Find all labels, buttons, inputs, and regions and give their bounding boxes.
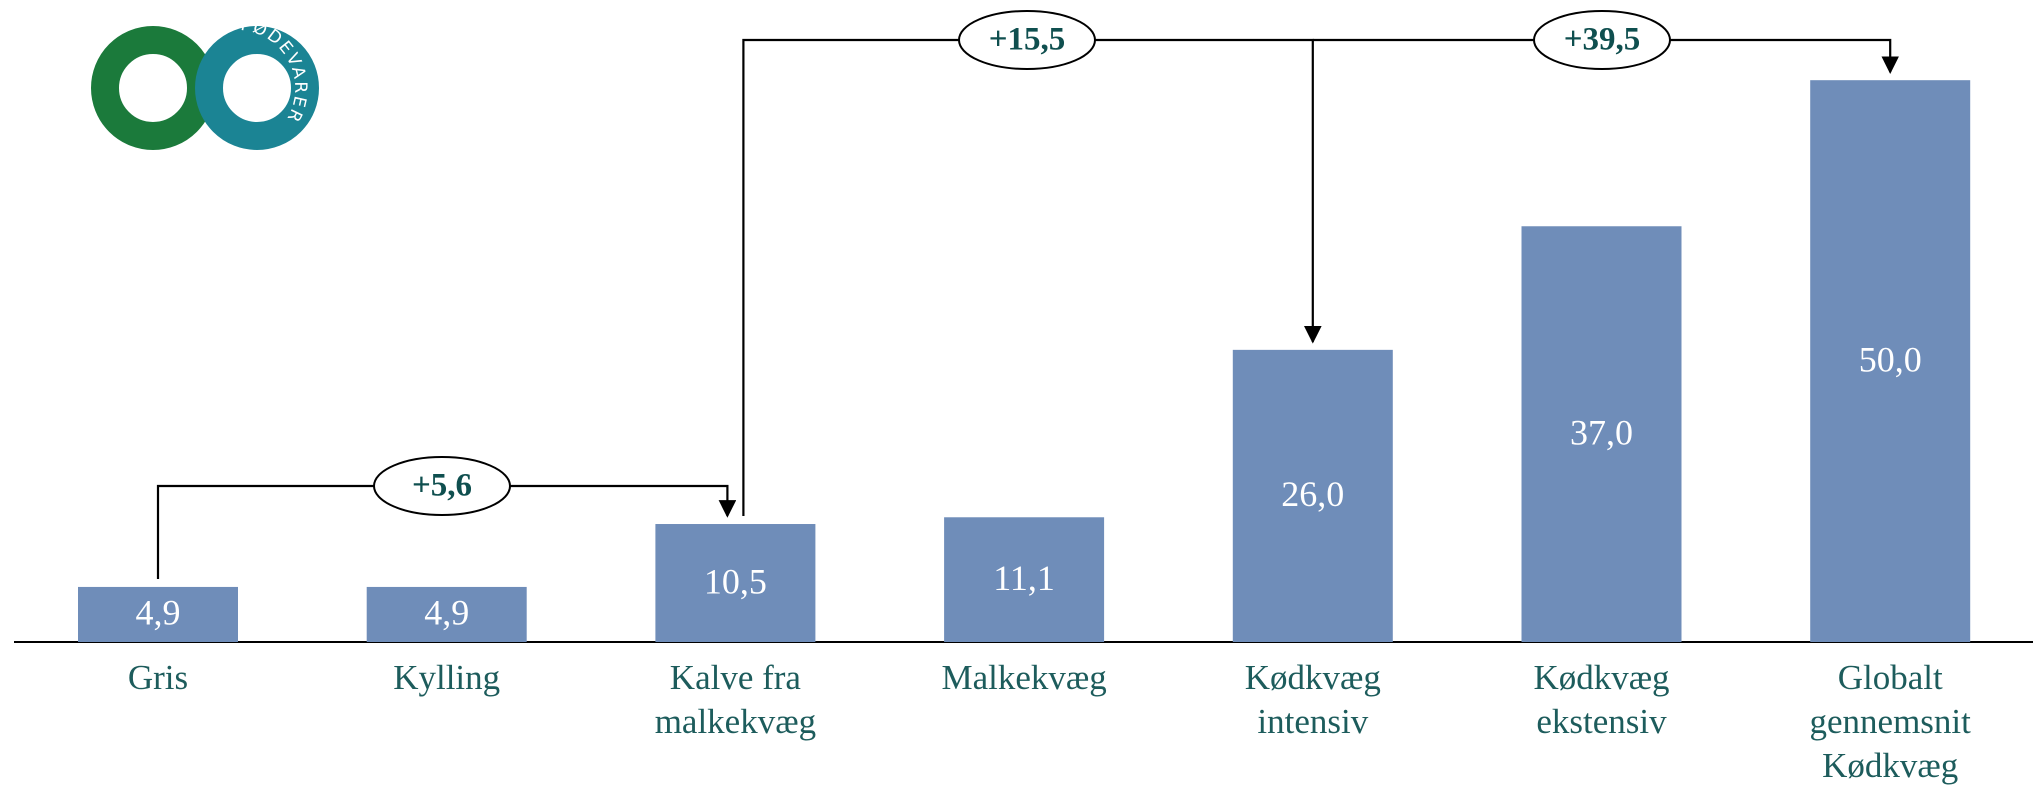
logo: LANDBRUG FØDEVARER [74,15,319,162]
annotation-pill [958,10,1096,70]
bar [1810,80,1971,642]
category-label: Kødkvæg intensiv [1244,658,1381,741]
annotation-pill [373,456,511,516]
connector [1312,38,1899,74]
bar [78,586,238,642]
category-label: Gris [127,658,189,697]
annotation: +5,6 [412,468,472,504]
bar [1521,226,1682,642]
annotation-pill [1533,10,1671,70]
value-label: 4,9 [136,593,181,633]
bar [366,586,527,642]
connector [742,38,1322,517]
value-label: 26,0 [1281,474,1344,514]
category-label: Globalt gennemsnit Kødkvæg [1809,658,1971,785]
bar [1232,349,1393,642]
bar [944,517,1105,642]
value-label: 11,1 [993,558,1055,598]
category-label: Kylling [393,658,501,697]
bar [655,524,816,642]
value-label: 50,0 [1859,339,1922,379]
annotation: +15,5 [989,22,1066,58]
category-label: Kødkvæg ekstensiv [1533,658,1670,741]
category-label: Kalve fra malkekvæg [654,658,817,741]
value-label: 37,0 [1570,412,1633,452]
value-label: 4,9 [424,593,469,633]
annotation: +39,5 [1564,22,1641,58]
value-label: 10,5 [704,561,767,601]
category-label: Malkekvæg [941,658,1107,697]
